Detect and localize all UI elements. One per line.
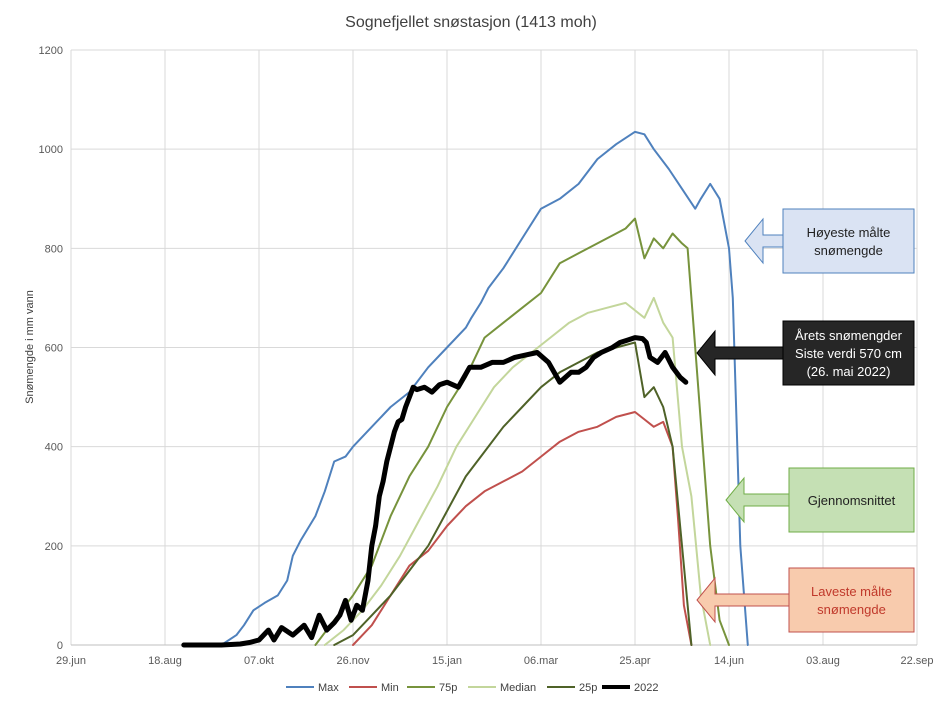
- x-tick-labels: 29.jun 18.aug 07.okt 26.nov 15.jan 06.mar 25.a…: [56, 655, 934, 667]
- x-tick-label: 22.sep: [900, 655, 933, 667]
- x-tick-label: 14.jun: [714, 655, 744, 667]
- y-tick-label: 800: [45, 243, 63, 255]
- callout-arrow: [744, 217, 784, 265]
- callout-current: Årets snømengder Siste verdi 570 cm (26. m…: [696, 320, 915, 386]
- x-tick-label: 18.aug: [148, 655, 182, 667]
- series-line-min: [352, 411, 693, 646]
- legend-label: 2022: [634, 682, 658, 694]
- series-line-max: [220, 130, 749, 646]
- y-tick-label: 0: [57, 640, 63, 652]
- callout-text: Høyeste målte: [807, 225, 891, 240]
- x-tick-label: 15.jan: [432, 655, 462, 667]
- callout-text: Årets snømengder: [795, 328, 903, 343]
- x-tick-label: 07.okt: [244, 655, 274, 667]
- callout-text: Gjennomsnittet: [808, 493, 896, 508]
- legend: Max Min 75p Median 25p 2022: [286, 682, 658, 694]
- series-line-25p: [333, 341, 693, 646]
- y-tick-label: 1200: [39, 45, 63, 57]
- x-tick-label: 26.nov: [336, 655, 370, 667]
- callout-box: [782, 320, 915, 386]
- series-line-median: [323, 296, 712, 646]
- y-tick-label: 200: [45, 541, 63, 553]
- legend-item-2022: 2022: [602, 682, 658, 694]
- callout-arrow: [725, 476, 790, 524]
- callout-arrow: [696, 329, 784, 377]
- y-tick-label: 400: [45, 442, 63, 454]
- y-axis-label: Snømengde i mm vann: [24, 290, 36, 404]
- callout-text: (26. mai 2022): [807, 364, 891, 379]
- callout-min: Laveste målte snømengde: [696, 567, 915, 633]
- chart-title: Sognefjellet snøstasjon (1413 moh): [345, 14, 597, 31]
- callout-text: Siste verdi 570 cm: [795, 346, 902, 361]
- legend-label: Median: [500, 682, 536, 694]
- callout-max: Høyeste målte snømengde: [744, 208, 915, 274]
- y-tick-label: 1000: [39, 144, 63, 156]
- callout-box: [782, 208, 915, 274]
- callout-box: [788, 467, 915, 533]
- legend-label: Min: [381, 682, 399, 694]
- callout-arrow: [696, 576, 790, 624]
- x-tick-label: 29.jun: [56, 655, 86, 667]
- callout-box: [788, 567, 915, 633]
- legend-label: Max: [318, 682, 339, 694]
- x-tick-label: 25.apr: [619, 655, 651, 667]
- y-tick-label: 600: [45, 343, 63, 355]
- x-tick-label: 06.mar: [524, 655, 559, 667]
- callout-average: Gjennomsnittet: [725, 467, 915, 533]
- legend-item-median: Median: [468, 682, 536, 694]
- series-lines: [181, 130, 749, 648]
- legend-item-75p: 75p: [407, 682, 457, 694]
- x-tick-label: 03.aug: [806, 655, 840, 667]
- callouts: Høyeste målte snømengde Årets snømengder Si…: [696, 208, 915, 633]
- legend-item-max: Max: [286, 682, 339, 694]
- callout-text: Laveste målte: [811, 584, 892, 599]
- legend-item-25p: 25p: [547, 682, 597, 694]
- series-line-2022: [181, 335, 689, 648]
- legend-label: 75p: [439, 682, 457, 694]
- legend-label: 25p: [579, 682, 597, 694]
- callout-text: snømengde: [817, 602, 886, 617]
- callout-text: snømengde: [814, 243, 883, 258]
- y-tick-labels: 0 200 400 600 800 1000 1200: [39, 45, 63, 652]
- legend-item-min: Min: [349, 682, 399, 694]
- series-line-75p: [314, 217, 730, 646]
